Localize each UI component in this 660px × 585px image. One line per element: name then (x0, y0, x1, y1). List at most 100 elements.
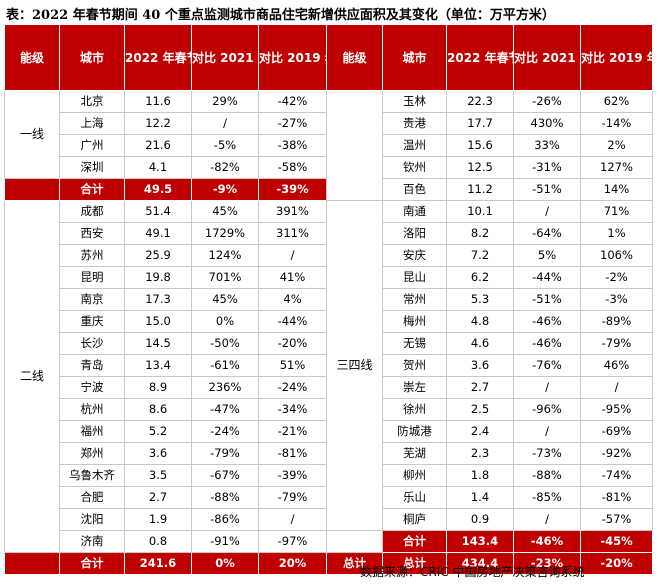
left-cell-city: 长沙 (59, 332, 125, 355)
left-cell-vs2021: 45% (191, 288, 259, 311)
left-cell-vs2019: 51% (258, 354, 327, 377)
left-cell-vs2021: 0% (191, 310, 259, 333)
left-cell-vs2021: -24% (191, 420, 259, 443)
left-cell-vs2021: -86% (191, 508, 259, 531)
header-city: 城市 (59, 24, 125, 91)
right-cell-vs2021: / (513, 200, 581, 223)
right-cell-vs2019: -14% (580, 112, 653, 135)
left-cell-city: 苏州 (59, 244, 125, 267)
right-cell-city: 南通 (382, 200, 447, 223)
header-tier: 能级 (4, 24, 60, 91)
right-cell-supply: 3.6 (446, 354, 514, 377)
left-cell-supply: 5.2 (124, 420, 192, 443)
left-cell-supply: 3.5 (124, 464, 192, 487)
table-row: 二线 成都 51.4 45% 391% 三四线 南通 10.1/71% (4, 200, 653, 553)
right-cell-supply: 2.5 (446, 398, 514, 421)
right-cell-vs2021: / (513, 420, 581, 443)
tier-label-second: 二线 (4, 200, 60, 553)
left-cell-vs2021: / (191, 112, 259, 135)
right-cell-vs2019: 127% (580, 156, 653, 179)
right-cell-supply: 2.4 (446, 420, 514, 443)
right-cell-supply: 0.9 (446, 508, 514, 531)
header-supply: 2022 年春节两周累计 (446, 24, 514, 91)
left-cell-vs2021: -9% (191, 178, 259, 201)
header-tier: 能级 (326, 24, 383, 91)
right-cell-vs2021: -51% (513, 288, 581, 311)
header-vs2021: 对比 2021 年同期 (513, 24, 581, 91)
right-cell-city: 贺州 (382, 354, 447, 377)
right-cell-city: 芜湖 (382, 442, 447, 465)
right-cell-supply: 22.3 (446, 90, 514, 113)
right-cell-city: 乐山 (382, 486, 447, 509)
left-cell-vs2021: 45% (191, 200, 259, 223)
right-cell-supply: 12.5 (446, 156, 514, 179)
left-cell-supply: 12.2 (124, 112, 192, 135)
right-cell-vs2021: -31% (513, 156, 581, 179)
right-cell-vs2021: -46% (513, 530, 581, 553)
left-cell-vs2019: -42% (258, 90, 327, 113)
left-cell-supply: 15.0 (124, 310, 192, 333)
right-cell-city: 钦州 (382, 156, 447, 179)
right-cell-supply: 4.8 (446, 310, 514, 333)
right-cell-vs2019: -79% (580, 332, 653, 355)
left-cell-vs2019: -38% (258, 134, 327, 157)
tier-total-spacer (326, 530, 383, 553)
right-cell-vs2021: -46% (513, 310, 581, 333)
table-row: 合肥 2.7 -88% -79% 乐山 1.4 -85% -81% (5, 486, 653, 509)
right-cell-vs2019: -3% (580, 288, 653, 311)
table-title: 表：2022 年春节期间 40 个重点监测城市商品住宅新增供应面积及其变化（单位… (6, 8, 555, 23)
left-cell-supply: 49.5 (124, 178, 192, 201)
right-cell-city: 梅州 (382, 310, 447, 333)
right-cell-vs2021: 430% (513, 112, 581, 135)
left-cell-vs2021: 124% (191, 244, 259, 267)
right-cell-city: 防城港 (382, 420, 447, 443)
left-cell-vs2021: -47% (191, 398, 259, 421)
right-cell-vs2021: -88% (513, 464, 581, 487)
left-cell-city: 成都 (59, 200, 125, 223)
left-cell-vs2019: / (258, 508, 327, 531)
table-row: 昆明 19.8 701% 41% 昆山 6.2 -44% -2% (5, 266, 653, 289)
tier-total-spacer (4, 552, 60, 575)
tier-label-first: 一线 (4, 90, 60, 179)
right-cell-city: 桐庐 (382, 508, 447, 531)
right-cell-supply: 7.2 (446, 244, 514, 267)
left-cell-vs2019: -58% (258, 156, 327, 179)
left-cell-vs2019: -44% (258, 310, 327, 333)
right-cell-vs2021: 5% (513, 244, 581, 267)
left-cell-vs2021: 29% (191, 90, 259, 113)
right-cell-vs2021: -64% (513, 222, 581, 245)
left-cell-vs2019: -24% (258, 376, 327, 399)
left-cell-city: 深圳 (59, 156, 125, 179)
left-cell-vs2021: -82% (191, 156, 259, 179)
right-cell-vs2019: -2% (580, 266, 653, 289)
left-cell-vs2019: 311% (258, 222, 327, 245)
left-cell-vs2019: -20% (258, 332, 327, 355)
left-cell-vs2019: -97% (258, 530, 327, 553)
left-cell-supply: 0.8 (124, 530, 192, 553)
right-cell-city: 温州 (382, 134, 447, 157)
left-cell-city: 杭州 (59, 398, 125, 421)
table-row: 乌鲁木齐 3.5 -67% -39% 柳州 1.8 -88% -74% (5, 464, 653, 487)
left-cell-city: 昆明 (59, 266, 125, 289)
right-cell-vs2019: 2% (580, 134, 653, 157)
right-cell-city: 总计 (382, 552, 447, 575)
left-cell-vs2021: -88% (191, 486, 259, 509)
left-cell-supply: 241.6 (124, 552, 192, 575)
header-city: 城市 (382, 24, 447, 91)
left-cell-vs2021: 236% (191, 376, 259, 399)
right-cell-vs2019: -69% (580, 420, 653, 443)
tier-label-third: 三四线 (326, 200, 383, 531)
left-cell-supply: 19.8 (124, 266, 192, 289)
tier-total-spacer (4, 178, 60, 201)
right-cell-supply: 2.7 (446, 376, 514, 399)
left-cell-city: 北京 (59, 90, 125, 113)
header-vs2021: 对比 2021 年同期 (191, 24, 259, 91)
tier-first-blank (326, 90, 383, 201)
right-cell-vs2021: -76% (513, 354, 581, 377)
right-cell-supply: 1.8 (446, 464, 514, 487)
right-cell-city: 昆山 (382, 266, 447, 289)
left-cell-city: 重庆 (59, 310, 125, 333)
left-cell-vs2019: 391% (258, 200, 327, 223)
right-cell-vs2019: 71% (580, 200, 653, 223)
left-cell-supply: 11.6 (124, 90, 192, 113)
